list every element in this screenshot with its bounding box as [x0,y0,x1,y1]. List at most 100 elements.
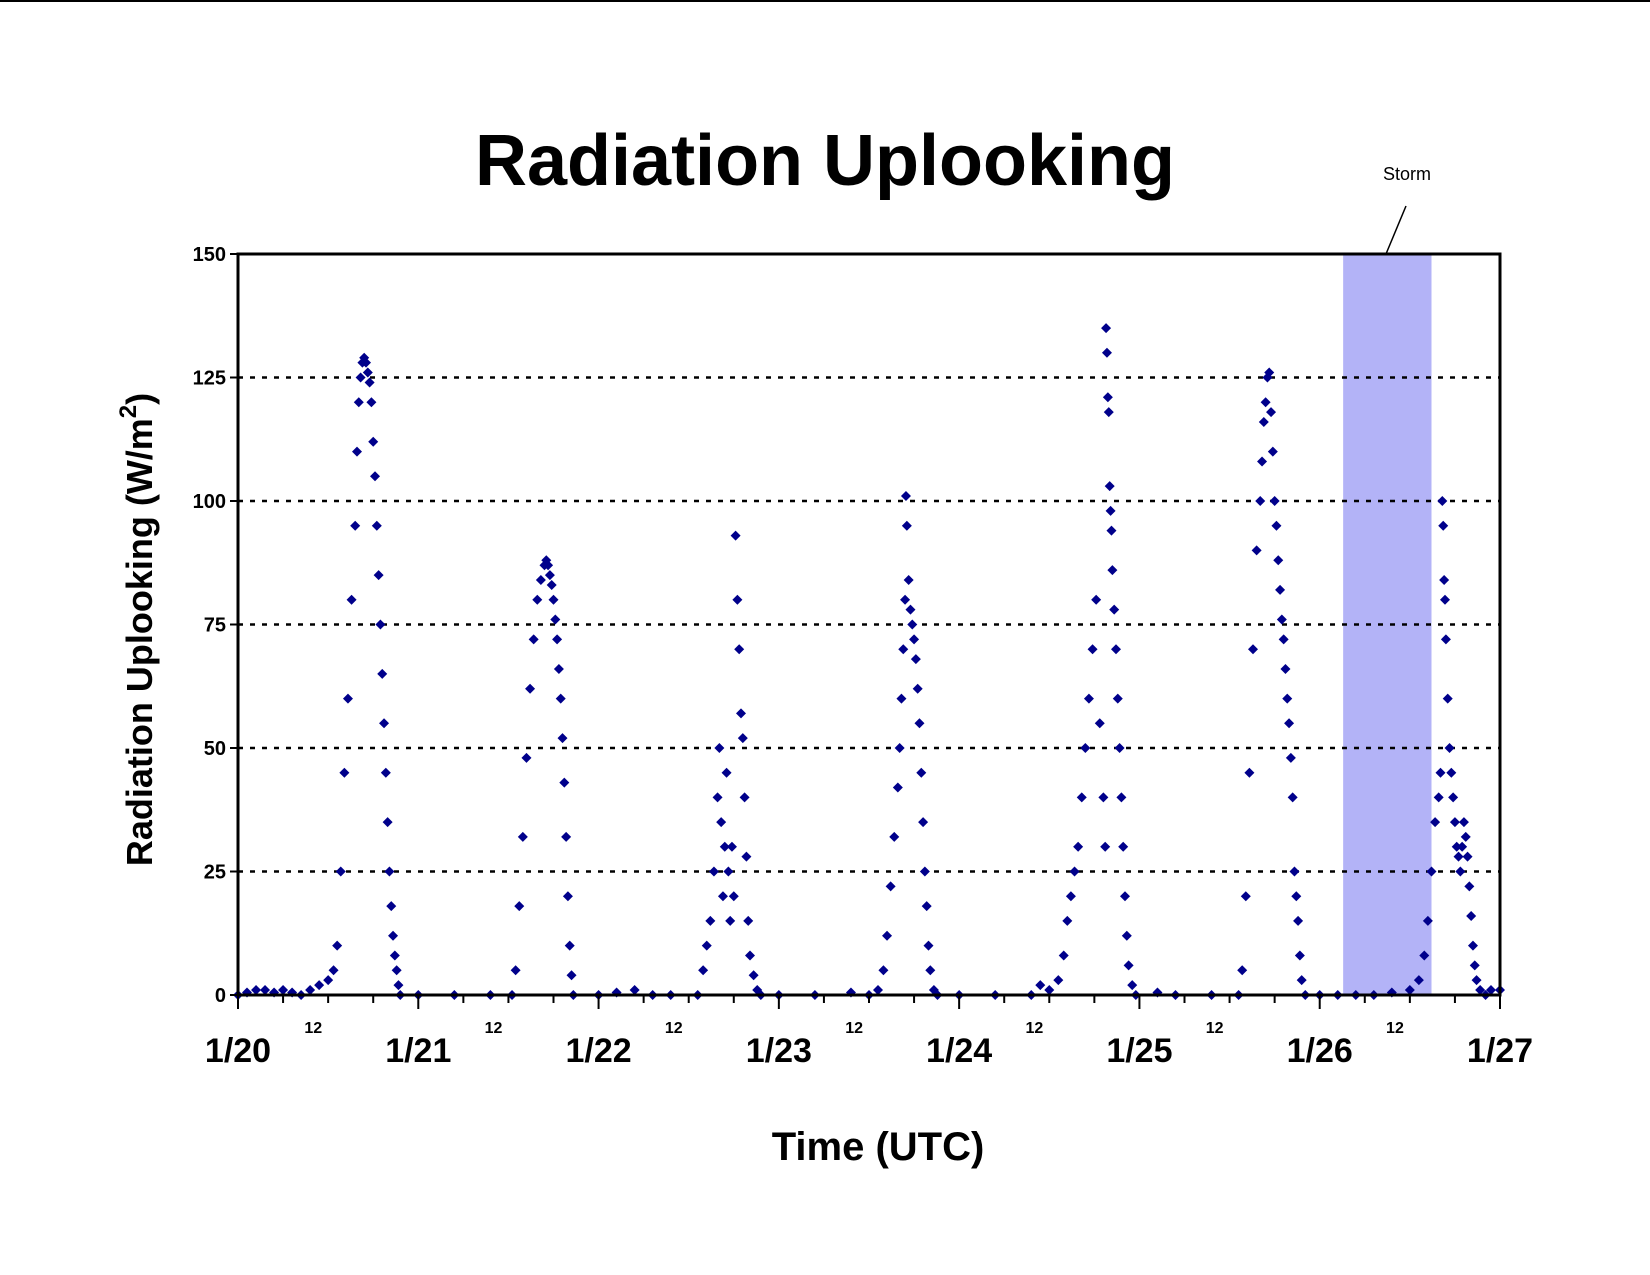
data-point [562,891,573,902]
data-point [918,817,929,828]
data-point [332,940,343,951]
data-point [1127,980,1138,991]
x-major-tick-label: 1/21 [385,1032,451,1070]
data-point [353,397,364,408]
data-point [708,866,719,877]
data-point [1104,481,1115,492]
data-point [335,866,346,877]
data-point [716,817,727,828]
data-point [1439,575,1450,586]
x-minor-tick-label: 12 [1206,1020,1224,1037]
data-point [553,663,564,674]
data-point [1240,891,1251,902]
data-point [735,708,746,719]
data-point [1112,693,1123,704]
y-axis-label-superscript: 2 [115,405,142,418]
data-point [896,693,907,704]
x-axis-label: Time (UTC) [772,1125,985,1169]
data-point [734,644,745,655]
data-point [910,654,921,665]
data-point [1451,841,1462,852]
x-major-tick-label: 1/20 [205,1032,271,1070]
data-point [1485,985,1496,996]
data-point [546,579,557,590]
data-point [1109,604,1120,615]
data-point [384,866,395,877]
data-point [737,733,748,744]
data-point [514,901,525,912]
data-point [717,891,728,902]
data-point [355,372,366,383]
data-point [361,357,372,368]
data-point [900,594,911,605]
data-point [1437,496,1448,506]
data-point [388,930,399,941]
data-point [748,970,759,981]
data-point [1419,950,1430,961]
data-point [721,767,732,778]
data-point [350,520,361,531]
data-point [726,841,737,852]
data-point [873,985,884,996]
y-tick-label: 25 [204,862,226,884]
data-point [1296,975,1307,986]
data-point [1035,980,1046,991]
data-point [521,752,532,763]
data-point [1458,817,1469,828]
data-point [728,891,739,902]
data-point [1278,634,1289,645]
data-point [1083,693,1094,704]
data-point [1123,960,1134,971]
data-point [1426,866,1437,877]
data-point [878,965,889,976]
data-point [1118,841,1129,852]
data-point [391,965,402,976]
data-point [882,930,893,941]
data-point [377,668,388,679]
data-point [1244,767,1255,778]
data-point [1267,446,1278,457]
data-point [1120,891,1131,902]
data-point [1287,792,1298,803]
data-point [564,940,575,951]
y-tick-label: 150 [193,244,226,266]
data-point [1284,718,1295,729]
data-point [1462,851,1473,862]
x-major-tick-label: 1/25 [1106,1032,1172,1070]
data-point [914,718,925,729]
data-point [1107,565,1118,576]
data-point [1475,985,1486,996]
data-point [555,693,566,704]
data-point [528,634,539,645]
data-point [1053,975,1064,986]
data-point [1440,594,1451,605]
data-point [732,594,743,605]
data-point [1091,594,1102,605]
data-point [1444,743,1455,753]
data-point [346,594,357,605]
y-tick-label: 50 [204,738,226,760]
data-point [370,471,381,482]
x-major-tick-label: 1/24 [926,1032,992,1070]
y-tick-label: 75 [204,615,226,637]
data-point [364,377,375,388]
y-tick-label: 0 [215,985,226,1007]
data-point [885,881,896,892]
data-point [1098,792,1109,803]
data-point [1276,614,1287,625]
data-point [1430,817,1441,828]
data-point [1442,693,1453,704]
data-point [1255,496,1266,506]
data-point [351,446,362,457]
data-point [1094,718,1105,729]
data-point [1291,891,1302,902]
data-point [745,950,756,961]
data-point [1103,407,1114,418]
data-point [912,683,923,694]
data-point [1466,910,1477,921]
data-point [1069,866,1080,877]
data-point [712,792,723,803]
y-axis-label-suffix: ) [119,393,160,405]
data-point [723,866,734,877]
data-point [362,367,373,378]
